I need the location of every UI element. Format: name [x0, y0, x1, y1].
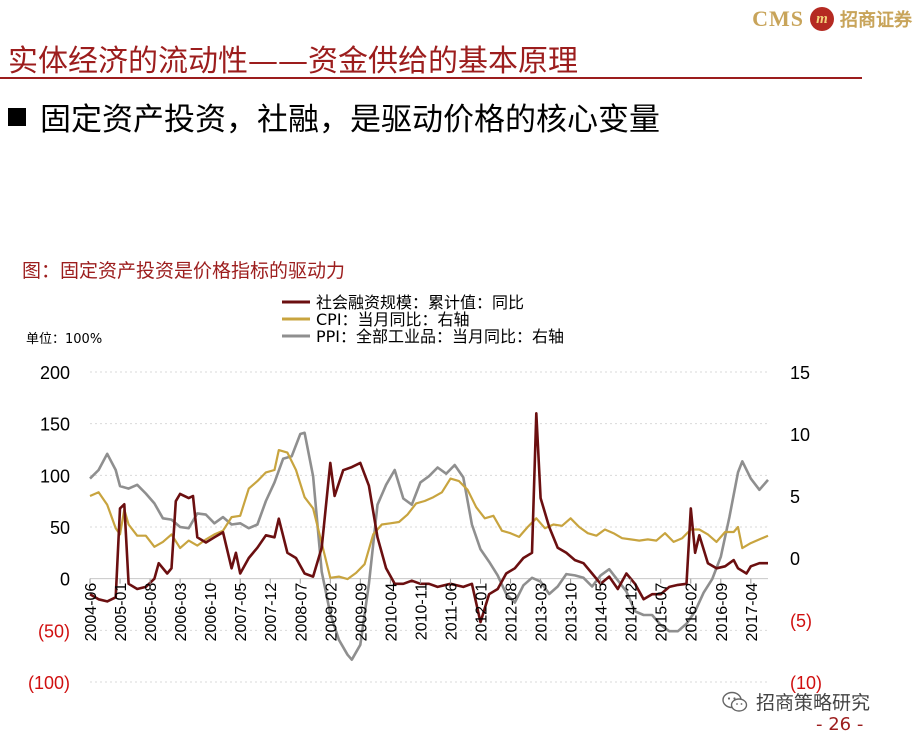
- y-right-tick-label: 10: [790, 425, 810, 445]
- x-tick-label: 2013-10: [564, 583, 581, 642]
- x-tick-label: 2011-06: [443, 583, 460, 641]
- y-right-tick-label: 5: [790, 487, 800, 507]
- legend-label-ppi: PPI：全部工业品：当月同比：右轴: [316, 327, 564, 346]
- x-tick-label: 2009-09: [353, 583, 370, 642]
- x-tick-label: 2013-03: [534, 583, 551, 642]
- subtitle-text: 固定资产投资，社融，是驱动价格的核心变量: [40, 102, 660, 138]
- y-left-tick-label: 150: [40, 415, 70, 435]
- legend-label-sf: 社会融资规模：累计值：同比: [316, 293, 524, 312]
- y-axis-right: (10) (5) 0 5 10 15: [790, 363, 822, 693]
- page-title: 实体经济的流动性——资金供给的基本原理: [8, 44, 578, 79]
- series-line-cpi: [89, 449, 769, 581]
- figure-caption: 图：固定资产投资是价格指标的驱动力: [22, 260, 346, 282]
- x-tick-label: 2009-02: [323, 583, 340, 642]
- logo-cms-text: CMS: [752, 6, 804, 31]
- footer-brand: 招商策略研究: [722, 688, 870, 715]
- x-tick-label: 2016-09: [714, 583, 731, 642]
- square-bullet-icon: [8, 107, 26, 126]
- x-tick-label: 2014-12: [624, 583, 641, 642]
- x-tick-label: 2005-08: [143, 583, 160, 642]
- y-right-tick-label: (10): [790, 673, 822, 693]
- chart-series: [89, 412, 769, 661]
- logo-company-name: 招商证券: [840, 10, 912, 31]
- x-tick-label: 2015-07: [654, 583, 671, 642]
- chart-gridlines: [90, 371, 768, 683]
- y-left-tick-label: 200: [40, 363, 70, 383]
- unit-label: 单位：100%: [26, 332, 103, 347]
- x-tick-label: 2017-04: [744, 583, 761, 642]
- x-tick-label: 2010-04: [383, 583, 400, 642]
- x-tick-label: 2006-03: [173, 583, 190, 642]
- x-tick-label: 2005-01: [113, 583, 130, 642]
- x-tick-label: 2007-12: [263, 583, 280, 642]
- chart-legend: 社会融资规模：累计值：同比CPI：当月同比：右轴PPI：全部工业品：当月同比：右…: [282, 293, 564, 346]
- wechat-icon: [722, 691, 748, 712]
- brand-logo: CMS m 招商证券: [752, 4, 912, 34]
- title-divider: [0, 77, 862, 79]
- x-tick-label: 2016-02: [684, 583, 701, 642]
- x-tick-label: 2008-07: [293, 583, 310, 642]
- logo-mark-icon: m: [810, 7, 834, 31]
- y-left-tick-label: 50: [50, 518, 70, 538]
- y-right-tick-label: 15: [790, 363, 810, 383]
- page-number: - 26 -: [816, 714, 864, 735]
- legend-label-cpi: CPI：当月同比：右轴: [316, 310, 470, 329]
- x-tick-label: 2012-08: [504, 583, 521, 642]
- series-line-ppi: [89, 431, 769, 661]
- y-right-tick-label: 0: [790, 549, 800, 569]
- y-left-tick-label: 100: [40, 466, 70, 486]
- y-left-tick-label: (100): [28, 673, 70, 693]
- y-left-tick-label: (50): [38, 621, 70, 641]
- subtitle-row: 固定资产投资，社融，是驱动价格的核心变量: [8, 94, 660, 139]
- y-left-tick-label: 0: [60, 570, 70, 590]
- footer-brand-text: 招商策略研究: [756, 692, 871, 714]
- x-tick-label: 2012-01: [473, 583, 490, 642]
- x-tick-label: 2006-10: [203, 583, 220, 642]
- x-tick-label: 2004-06: [83, 583, 100, 642]
- x-axis: 2004-06 2005-01 2005-08 2006-03 2006-10 2007-…: [83, 578, 761, 642]
- x-tick-label: 2010-11: [413, 583, 430, 641]
- y-axis-left: (100) (50) 0 50 100 150 200: [28, 363, 70, 693]
- x-tick-label: 2014-05: [594, 583, 611, 642]
- x-tick-label: 2007-05: [233, 583, 250, 642]
- y-right-tick-label: (5): [790, 611, 812, 631]
- series-line-sf: [89, 412, 768, 624]
